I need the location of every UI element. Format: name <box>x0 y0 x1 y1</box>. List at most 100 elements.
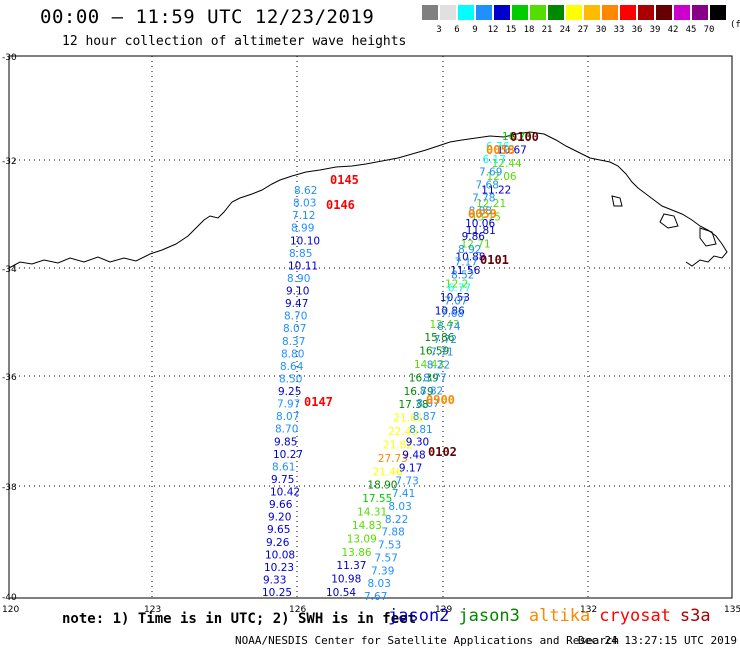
scale-swatch <box>530 5 546 20</box>
wave-height-value: 14.83 <box>352 520 382 532</box>
wave-height-value: 9.86 <box>462 231 486 243</box>
scale-label: 15 <box>505 25 517 35</box>
wave-height-value: 7.88 <box>381 527 404 539</box>
scale-label: 33 <box>613 25 625 35</box>
scale-swatch <box>656 5 672 20</box>
scale-swatch <box>638 5 654 20</box>
wave-height-value: 8.03 <box>368 578 391 590</box>
wave-height-value: 13.09 <box>347 533 377 545</box>
wave-height-value: 9.75 <box>271 474 294 486</box>
scale-label: 30 <box>595 25 607 35</box>
wave-height-value: 8.07 <box>283 323 306 335</box>
wave-height-value: 10.25 <box>262 587 292 599</box>
scale-label: 9 <box>472 25 478 35</box>
wave-height-value: 10.67 <box>497 144 527 156</box>
scale-label: 70 <box>703 25 715 35</box>
scale-swatch <box>566 5 582 20</box>
wave-height-value: 7.78 <box>472 192 495 204</box>
scale-label: 45 <box>685 25 697 35</box>
scale-label: 24 <box>559 25 571 35</box>
scale-swatch <box>692 5 708 20</box>
latitude-label: -30 <box>2 53 17 63</box>
satellite-altika-label: altika <box>528 606 591 626</box>
wave-height-value: 6.77 <box>448 282 471 294</box>
wave-height-value: 11.37 <box>336 560 366 572</box>
wave-height-value: 10.88 <box>455 252 485 264</box>
wave-height-value: 27.73 <box>378 453 408 465</box>
wave-height-value: 8.03 <box>293 198 316 210</box>
longitude-label: 126 <box>289 605 306 615</box>
wave-height-value: 18.90 <box>367 480 397 492</box>
wave-height-value: 7.17 <box>455 257 478 269</box>
wave-height-value: 8.81 <box>409 424 432 436</box>
wave-height-value: 9.85 <box>274 436 297 448</box>
satellite-jason3-label: jason3 <box>458 606 520 626</box>
wave-height-value: 9.33 <box>263 574 286 586</box>
longitude-label: 120 <box>2 605 19 615</box>
scale-swatch <box>548 5 564 20</box>
longitude-label: 135 <box>724 605 740 615</box>
wave-height-value: 8.90 <box>287 273 310 285</box>
wave-height-value: 7.73 <box>395 475 418 487</box>
wave-height-value: 7.68 <box>441 308 464 320</box>
wave-height-value: 16.79 <box>404 386 434 398</box>
wave-height-value: 8.61 <box>272 461 295 473</box>
scale-label: 39 <box>649 25 661 35</box>
scale-label: 36 <box>631 25 643 35</box>
wave-height-value: 16.39 <box>409 372 439 384</box>
latitude-label: -36 <box>2 373 17 383</box>
wave-height-value: 6.76 <box>486 141 510 153</box>
wave-height-value: 8.70 <box>275 424 298 436</box>
wave-height-value: 8.52 <box>451 270 474 282</box>
wave-height-value: 8.22 <box>427 360 450 372</box>
wave-height-value: 9.17 <box>399 462 422 474</box>
scale-swatch <box>494 5 510 20</box>
wave-height-value: 7.53 <box>378 540 401 552</box>
wave-height-value: 12.06 <box>487 171 517 183</box>
wave-height-value: 15.86 <box>424 332 454 344</box>
latitude-label: -38 <box>2 483 17 493</box>
wave-height-value: 17.55 <box>362 493 392 505</box>
scale-swatch <box>710 5 726 20</box>
wave-height-value: 8.85 <box>289 248 312 260</box>
latitude-labels: -30 -32 -34 -36 -38 -40 <box>2 53 17 603</box>
wave-height-value: 12.43 <box>430 319 460 331</box>
pass-time-label: 0900 <box>426 393 455 407</box>
wave-height-value: 12.2 <box>445 279 468 291</box>
wave-height-value: 11.81 <box>466 225 496 237</box>
wave-height-value: 7.71 <box>430 347 453 359</box>
credit-line: NOAA/NESDIS Center for Satellite Applica… <box>235 634 620 647</box>
satellite-s3a-label: s3a <box>679 606 711 626</box>
wave-height-value: 7.69 <box>479 167 502 179</box>
wave-height-value: 10.06 <box>465 218 495 230</box>
scale-label: 21 <box>541 25 553 35</box>
longitude-label: 129 <box>435 605 452 615</box>
wave-height-value: 8.82 <box>420 385 443 397</box>
wave-height-value: 10.27 <box>273 449 303 461</box>
coastline-islands <box>611 195 717 247</box>
wave-height-value: 16.59 <box>419 346 449 358</box>
wave-height-value: 12.21 <box>476 198 506 210</box>
wave-height-value: 9.65 <box>267 524 290 536</box>
wave-height-value: 7.07 <box>444 295 467 307</box>
wave-height-value: 10.98 <box>331 574 361 586</box>
wave-height-value: 8.92 <box>458 244 481 256</box>
longitude-label: 123 <box>144 605 161 615</box>
wave-height-value: 8.99 <box>291 223 314 235</box>
wave-height-value: 9.47 <box>285 298 308 310</box>
pass-time-label: 0145 <box>330 173 359 187</box>
pass-time-label: 0101 <box>480 253 509 267</box>
scale-swatch <box>458 5 474 20</box>
wave-height-value: 10.54 <box>326 587 356 599</box>
wave-height-value: 22.45 <box>388 426 418 438</box>
scale-swatch <box>422 5 438 20</box>
longitude-labels: 120 123 126 129 132 135 <box>2 605 740 615</box>
wave-height-value: 7.67 <box>364 591 387 603</box>
wave-height-value: 8.80 <box>281 348 304 360</box>
scale-label: 6 <box>454 25 460 35</box>
latitude-label: -34 <box>2 265 17 275</box>
wave-height-value: 8.70 <box>284 311 307 323</box>
wave-height-value: 8.07 <box>416 398 439 410</box>
map-subtitle: 12 hour collection of altimeter wave hei… <box>62 34 407 49</box>
wave-height-value: 10.42 <box>270 487 300 499</box>
